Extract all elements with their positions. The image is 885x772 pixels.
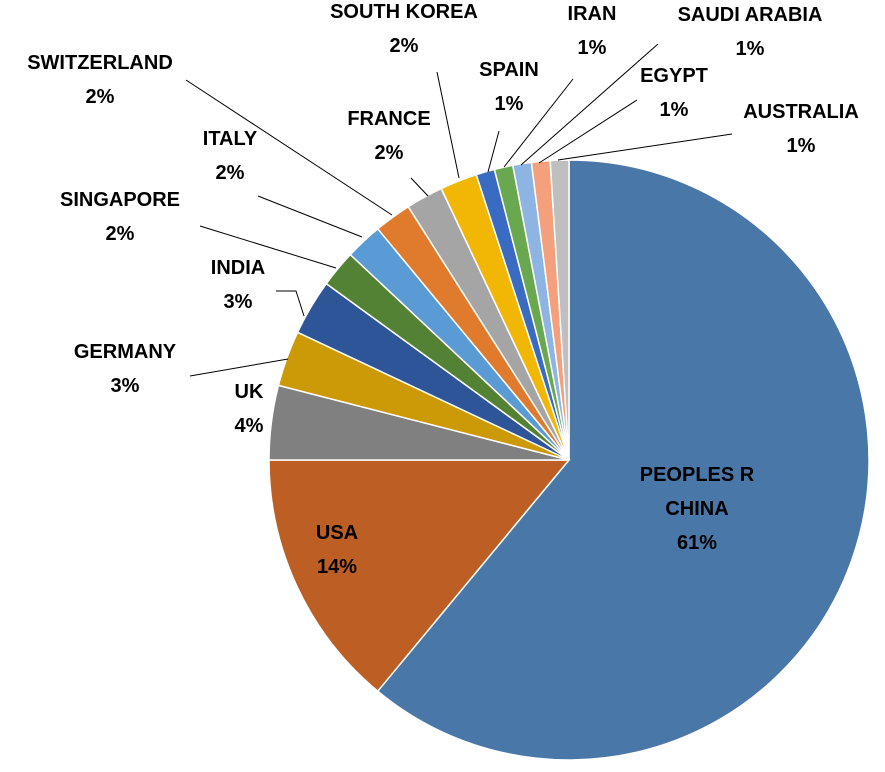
slice-name: INDIA bbox=[211, 257, 265, 279]
slice-label-usa: USA 14% bbox=[316, 522, 358, 578]
slice-labels: PEOPLES R CHINA 61%USA 14%UK 4%GERMANY 3%INDI… bbox=[27, 1, 859, 578]
leader-line-singapore bbox=[199, 225, 337, 269]
leader-line-iran bbox=[503, 78, 574, 168]
slice-name: AUSTRALIA bbox=[743, 101, 859, 123]
slice-label-singapore: SINGAPORE 2% bbox=[60, 189, 180, 245]
slice-name: EGYPT bbox=[640, 65, 708, 87]
slice-name: GERMANY bbox=[74, 341, 177, 363]
slice-percent: 2% bbox=[390, 35, 419, 57]
slice-name: SOUTH KOREA bbox=[330, 1, 478, 23]
slice-name: PEOPLES R bbox=[640, 464, 755, 486]
slice-percent: 14% bbox=[317, 556, 357, 578]
pie-slice-peoples-r-china bbox=[376, 159, 870, 761]
pie-slice-usa bbox=[268, 459, 571, 693]
slice-label-egypt: EGYPT 1% bbox=[640, 65, 708, 121]
slice-percent: 2% bbox=[106, 223, 135, 245]
slice-name: USA bbox=[316, 522, 358, 544]
leader-line-italy bbox=[257, 195, 363, 238]
slice-percent: 1% bbox=[660, 99, 689, 121]
slice-percent: 3% bbox=[224, 291, 253, 313]
slice-label-italy: ITALY 2% bbox=[203, 128, 258, 184]
slice-percent: 4% bbox=[235, 415, 264, 437]
slice-percent: 1% bbox=[578, 37, 607, 59]
slice-name: IRAN bbox=[568, 3, 617, 25]
slice-name: FRANCE bbox=[347, 108, 430, 130]
slice-percent: 1% bbox=[736, 38, 765, 60]
slice-name: CHINA bbox=[665, 498, 728, 520]
slice-name: SPAIN bbox=[479, 59, 539, 81]
slice-label-saudi-arabia: SAUDI ARABIA 1% bbox=[678, 4, 823, 60]
slice-name: SINGAPORE bbox=[60, 189, 180, 211]
slice-label-germany: GERMANY 3% bbox=[74, 341, 177, 397]
leader-line-india bbox=[276, 290, 305, 317]
leader-line-south-korea bbox=[436, 71, 460, 179]
leader-line-germany bbox=[189, 358, 289, 377]
slice-percent: 2% bbox=[86, 86, 115, 108]
leader-line-france bbox=[410, 177, 429, 197]
pie-slices bbox=[268, 159, 870, 761]
leader-line-egypt bbox=[538, 99, 638, 164]
leader-line-australia bbox=[557, 133, 733, 161]
leader-lines bbox=[185, 43, 733, 377]
leader-line-saudi-arabia bbox=[520, 43, 659, 166]
slice-name: SAUDI ARABIA bbox=[678, 4, 823, 26]
slice-percent: 61% bbox=[677, 532, 717, 554]
slice-label-australia: AUSTRALIA 1% bbox=[743, 101, 859, 157]
slice-label-iran: IRAN 1% bbox=[568, 3, 617, 59]
slice-percent: 1% bbox=[495, 93, 524, 115]
slice-label-south-korea: SOUTH KOREA 2% bbox=[330, 1, 478, 57]
slice-label-india: INDIA 3% bbox=[211, 257, 265, 313]
slice-name: SWITZERLAND bbox=[27, 52, 173, 74]
slice-label-uk: UK 4% bbox=[235, 381, 264, 437]
slice-percent: 1% bbox=[787, 135, 816, 157]
slice-label-france: FRANCE 2% bbox=[347, 108, 430, 164]
slice-percent: 2% bbox=[216, 162, 245, 184]
leader-line-switzerland bbox=[185, 79, 393, 216]
slice-percent: 3% bbox=[111, 375, 140, 397]
slice-name: UK bbox=[235, 381, 264, 403]
slice-name: ITALY bbox=[203, 128, 258, 150]
slice-label-spain: SPAIN 1% bbox=[479, 59, 539, 115]
slice-label-peoples-r-china: PEOPLES R CHINA 61% bbox=[640, 464, 755, 554]
leader-line-spain bbox=[487, 130, 500, 173]
slice-label-switzerland: SWITZERLAND 2% bbox=[27, 52, 173, 108]
slice-percent: 2% bbox=[375, 142, 404, 164]
